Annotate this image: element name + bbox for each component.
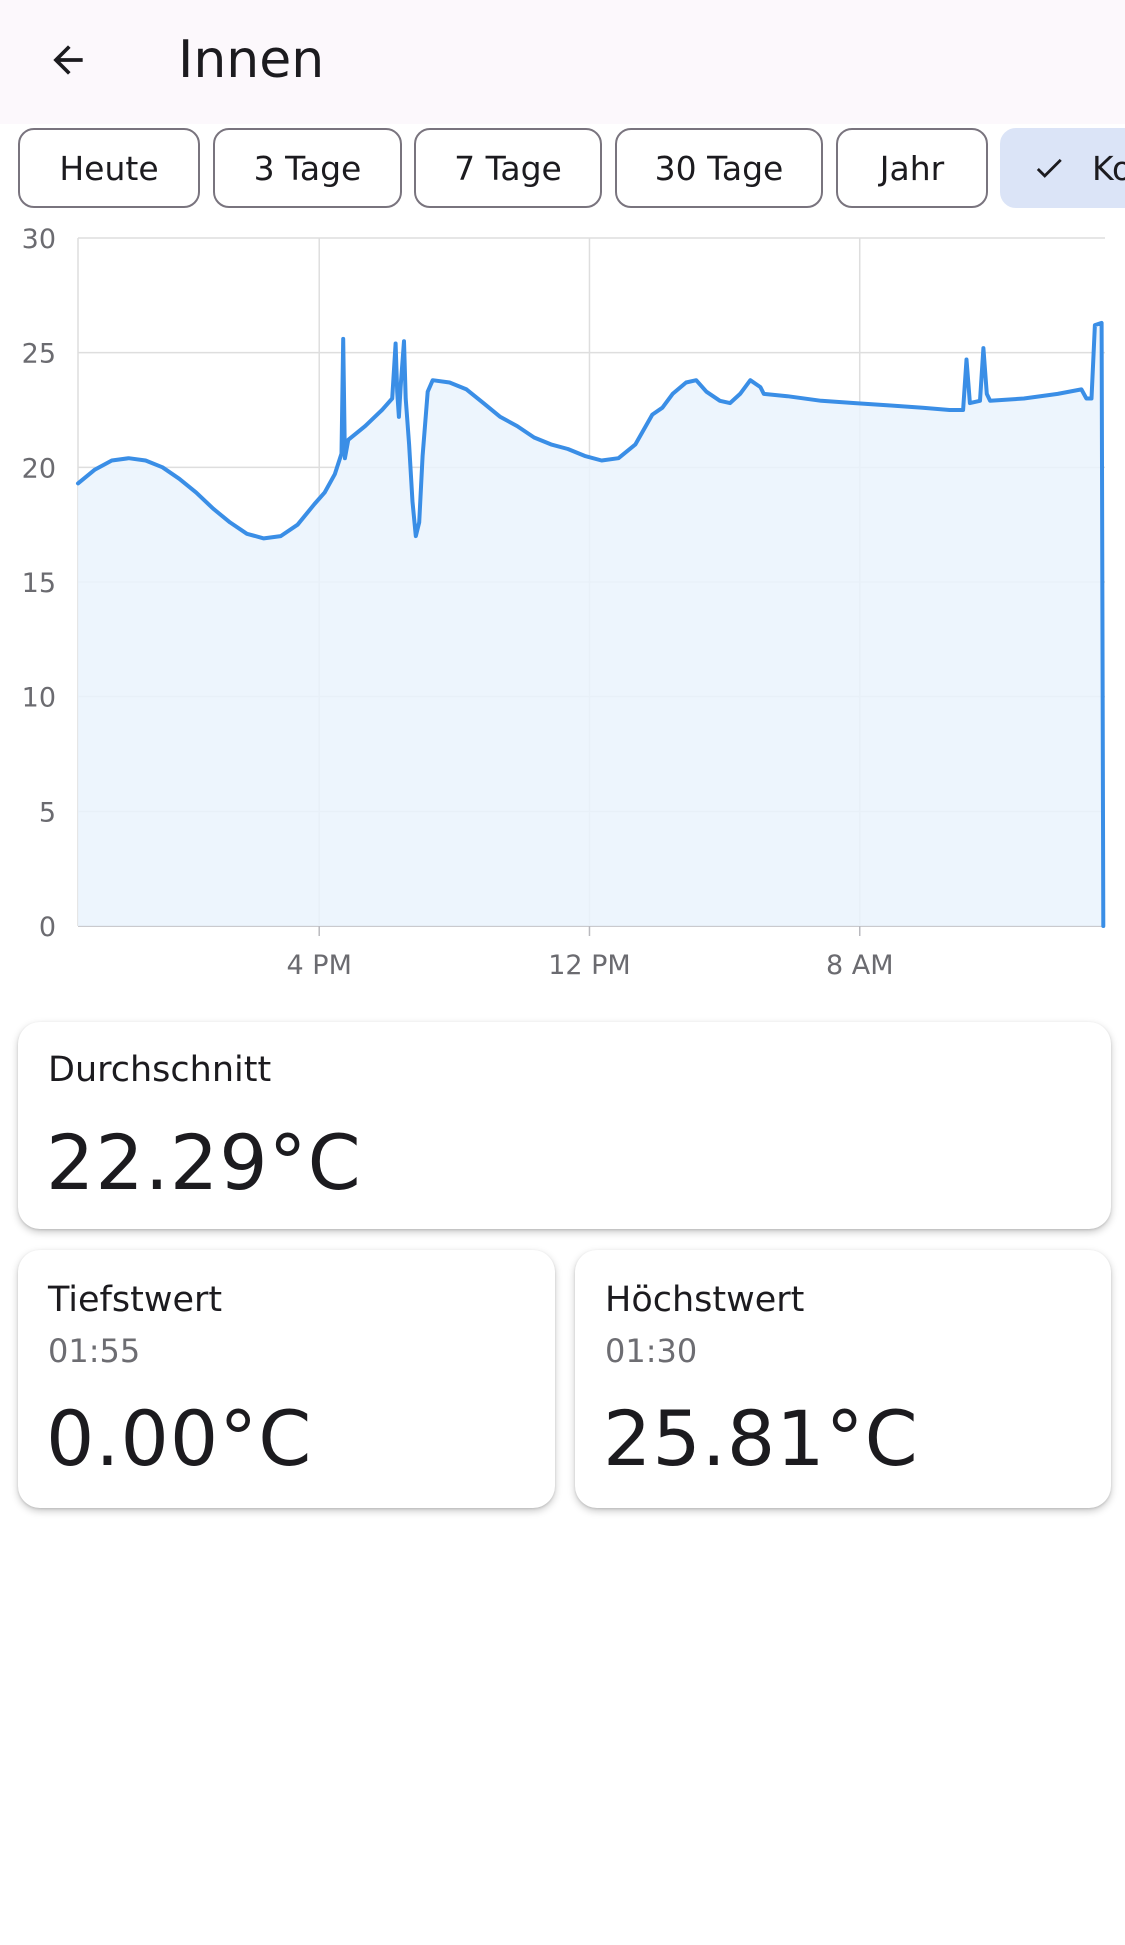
- max-value: 25.81°C: [603, 1394, 919, 1483]
- min-card: Tiefstwert 01:55 0.00°C: [18, 1250, 555, 1508]
- y-tick-label: 25: [22, 339, 56, 370]
- series-area: [78, 322, 1104, 926]
- y-tick-label: 30: [22, 224, 56, 255]
- x-tick-label: 12 PM: [548, 950, 631, 981]
- filter-chip-3-tage[interactable]: 3 Tage: [213, 128, 402, 208]
- y-tick-label: 10: [22, 683, 56, 714]
- min-time: 01:55: [48, 1332, 141, 1370]
- max-card: Höchstwert 01:30 25.81°C: [575, 1250, 1111, 1508]
- average-card: Durchschnitt 22.29°C: [18, 1022, 1111, 1229]
- page-title: Innen: [178, 30, 325, 90]
- filter-chip-label: Heute: [59, 148, 159, 188]
- y-tick-label: 20: [22, 453, 56, 484]
- filter-chip-label: 7 Tage: [454, 148, 562, 188]
- filter-chip-jahr[interactable]: Jahr: [836, 128, 988, 208]
- check-icon: [1032, 151, 1066, 185]
- filter-chip-30-tage[interactable]: 30 Tage: [615, 128, 823, 208]
- x-tick-label: 8 AM: [826, 950, 894, 981]
- back-button[interactable]: [30, 22, 106, 98]
- filter-chip-label: 3 Tage: [253, 148, 362, 188]
- x-tick-label: 4 PM: [287, 950, 352, 981]
- max-label: Höchstwert: [605, 1280, 805, 1320]
- temperature-chart: 0 5 10 15 20 25 30 4 PM 12 PM 8 AM: [22, 224, 1106, 981]
- filter-chip-selected[interactable]: Ko: [1000, 128, 1125, 208]
- time-range-filters: Heute 3 Tage 7 Tage 30 Tage Jahr Ko: [0, 126, 1125, 214]
- min-label: Tiefstwert: [48, 1280, 223, 1320]
- app-bar: Innen: [0, 0, 1125, 124]
- filter-chip-heute[interactable]: Heute: [18, 128, 200, 208]
- average-label: Durchschnitt: [48, 1050, 272, 1090]
- series-line: [76, 320, 1106, 928]
- y-tick-label: 0: [39, 912, 56, 943]
- filter-chip-7-tage[interactable]: 7 Tage: [414, 128, 602, 208]
- filter-chip-label: Ko: [1092, 148, 1125, 188]
- y-tick-label: 15: [22, 568, 56, 599]
- filter-chip-label: Jahr: [879, 148, 945, 188]
- arrow-left-icon: [53, 45, 83, 75]
- average-value: 22.29°C: [46, 1118, 362, 1207]
- min-value: 0.00°C: [46, 1394, 313, 1483]
- filter-chip-label: 30 Tage: [654, 148, 784, 188]
- y-tick-label: 5: [39, 797, 56, 828]
- max-time: 01:30: [605, 1332, 698, 1370]
